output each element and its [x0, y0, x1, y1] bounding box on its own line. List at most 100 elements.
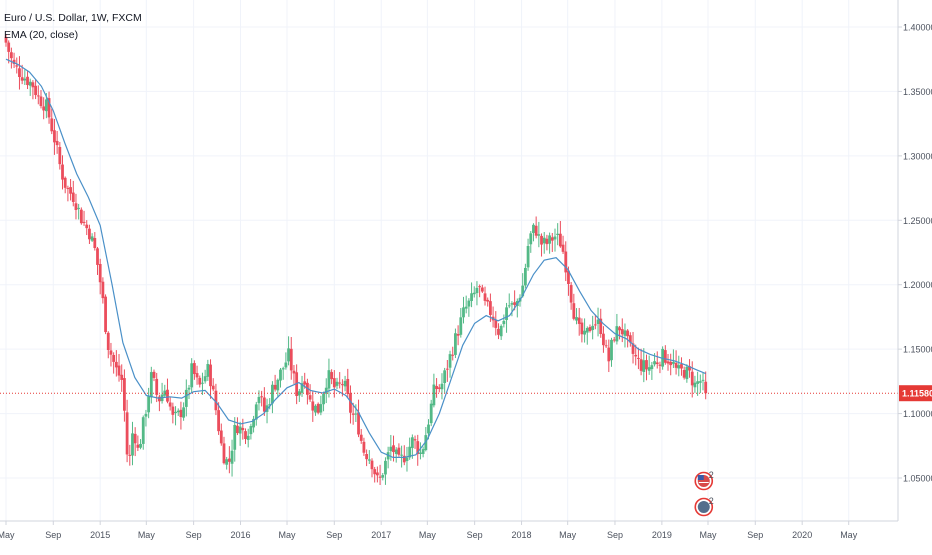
- candle-body[interactable]: [50, 118, 54, 132]
- candle-body[interactable]: [669, 361, 673, 366]
- candle-body[interactable]: [486, 299, 490, 302]
- candle-body[interactable]: [704, 381, 708, 394]
- candle-body[interactable]: [168, 402, 172, 407]
- candle-body[interactable]: [445, 368, 449, 370]
- candle-body[interactable]: [561, 244, 565, 252]
- candle-body[interactable]: [435, 386, 438, 390]
- candle-body[interactable]: [120, 374, 124, 380]
- candle-body[interactable]: [373, 469, 377, 475]
- candle-body[interactable]: [90, 236, 94, 241]
- candle-body[interactable]: [71, 192, 75, 202]
- candle-body[interactable]: [139, 443, 142, 448]
- candle-body[interactable]: [166, 389, 169, 402]
- candle-body[interactable]: [66, 188, 70, 190]
- candle-body[interactable]: [690, 371, 694, 386]
- candle-body[interactable]: [34, 85, 38, 96]
- candle-body[interactable]: [421, 449, 425, 454]
- candle-body[interactable]: [367, 459, 371, 461]
- candle-body[interactable]: [349, 393, 352, 413]
- candle-body[interactable]: [85, 224, 89, 229]
- candle-body[interactable]: [577, 317, 581, 324]
- candle-body[interactable]: [96, 248, 99, 265]
- candle-body[interactable]: [141, 417, 145, 444]
- candle-body[interactable]: [507, 305, 511, 307]
- candle-body[interactable]: [556, 233, 560, 236]
- candle-body[interactable]: [308, 395, 312, 400]
- candle-body[interactable]: [701, 379, 705, 381]
- candle-body[interactable]: [47, 98, 51, 118]
- candle-body[interactable]: [42, 106, 46, 111]
- candle-body[interactable]: [604, 345, 608, 347]
- candle-body[interactable]: [378, 476, 382, 478]
- candle-body[interactable]: [93, 238, 97, 249]
- candle-body[interactable]: [69, 187, 72, 194]
- candle-body[interactable]: [610, 339, 613, 361]
- candle-body[interactable]: [238, 426, 242, 434]
- candle-body[interactable]: [384, 460, 387, 475]
- candle-body[interactable]: [416, 441, 420, 455]
- candle-body[interactable]: [279, 369, 282, 381]
- candle-body[interactable]: [580, 322, 584, 335]
- candle-body[interactable]: [311, 401, 315, 411]
- candle-body[interactable]: [227, 458, 231, 462]
- candle-body[interactable]: [58, 146, 62, 165]
- candle-body[interactable]: [163, 390, 167, 396]
- candle-body[interactable]: [314, 405, 317, 413]
- candle-body[interactable]: [443, 370, 447, 384]
- candle-body[interactable]: [505, 307, 508, 321]
- candle-body[interactable]: [147, 396, 151, 413]
- candle-body[interactable]: [454, 333, 457, 355]
- candle-body[interactable]: [354, 413, 358, 415]
- candle-body[interactable]: [478, 286, 482, 288]
- candle-body[interactable]: [618, 327, 621, 331]
- candle-body[interactable]: [117, 365, 121, 376]
- candle-body[interactable]: [532, 224, 535, 233]
- candle-body[interactable]: [287, 348, 290, 362]
- candle-body[interactable]: [537, 234, 541, 236]
- candle-body[interactable]: [192, 363, 196, 375]
- candle-body[interactable]: [217, 410, 220, 432]
- candle-body[interactable]: [203, 376, 207, 382]
- candle-body[interactable]: [330, 372, 334, 380]
- candle-body[interactable]: [79, 209, 83, 224]
- candle-body[interactable]: [612, 339, 616, 341]
- candle-body[interactable]: [540, 235, 543, 245]
- candle-body[interactable]: [357, 412, 360, 435]
- candle-body[interactable]: [462, 307, 465, 318]
- candle-body[interactable]: [346, 378, 350, 394]
- candle-body[interactable]: [698, 381, 702, 383]
- candle-body[interactable]: [214, 390, 218, 411]
- candle-body[interactable]: [262, 397, 266, 412]
- candle-body[interactable]: [583, 330, 586, 335]
- candle-body[interactable]: [548, 235, 552, 244]
- candle-body[interactable]: [273, 384, 277, 390]
- candle-body[interactable]: [607, 347, 611, 362]
- candle-body[interactable]: [696, 381, 700, 384]
- candle-body[interactable]: [593, 324, 597, 326]
- candle-body[interactable]: [343, 380, 347, 387]
- last-price-badge[interactable]: 1.11580: [899, 385, 932, 402]
- candle-body[interactable]: [324, 387, 328, 394]
- candle-body[interactable]: [281, 368, 285, 370]
- candle-body[interactable]: [569, 285, 573, 303]
- candle-body[interactable]: [480, 287, 484, 292]
- candle-body[interactable]: [359, 434, 363, 441]
- candle-body[interactable]: [642, 360, 646, 372]
- candle-body[interactable]: [176, 410, 180, 413]
- candle-body[interactable]: [276, 379, 280, 391]
- candle-body[interactable]: [558, 233, 562, 247]
- candle-body[interactable]: [639, 359, 643, 371]
- candle-body[interactable]: [397, 447, 401, 455]
- candle-body[interactable]: [136, 444, 140, 448]
- candle-body[interactable]: [187, 387, 191, 390]
- candle-body[interactable]: [427, 424, 430, 434]
- candle-body[interactable]: [599, 318, 603, 334]
- candle-body[interactable]: [542, 237, 546, 244]
- candle-body[interactable]: [31, 82, 35, 88]
- candle-body[interactable]: [131, 433, 134, 456]
- candle-body[interactable]: [413, 439, 417, 441]
- candle-body[interactable]: [550, 237, 554, 241]
- candle-body[interactable]: [55, 140, 59, 146]
- candle-body[interactable]: [693, 382, 697, 388]
- candle-body[interactable]: [303, 381, 307, 385]
